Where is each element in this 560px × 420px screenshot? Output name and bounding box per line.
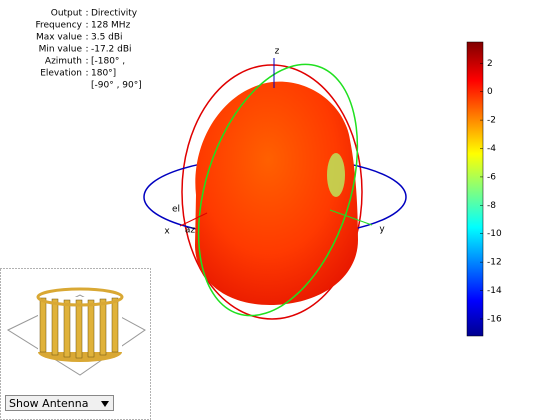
colorbar-ticks: 2 0 -2 -4 -6 -8 -10 -12 -14 -16 [480, 59, 502, 324]
info-separator: : [85, 69, 88, 79]
colorbar-tick-label: -14 [487, 286, 502, 296]
axis-label: y [379, 225, 385, 235]
info-label: Azimuth [45, 57, 82, 67]
colorbar-tick-label: -6 [487, 172, 496, 182]
colorbar [466, 41, 484, 337]
y-axis [329, 209, 373, 226]
info-label: Elevation [40, 69, 82, 79]
axis-label: x [164, 227, 170, 237]
colorbar-tick-label: -12 [487, 258, 502, 268]
elevation-circle-2 [197, 63, 359, 317]
colorbar-tick-label: -10 [487, 229, 502, 239]
pattern-surface [195, 81, 358, 305]
info-separator: : [85, 45, 88, 55]
elevation-circle [181, 64, 363, 320]
info-label: Max value [36, 33, 83, 43]
info-label: Frequency [36, 21, 83, 31]
info-value: [-90° , 90°] [91, 81, 142, 91]
colorbar-tick-label: -2 [487, 116, 496, 126]
pattern-dip [327, 153, 345, 197]
info-value: -17.2 dBi [91, 45, 132, 55]
colorbar-tick-label: -4 [487, 144, 496, 154]
colorbar-tick-label: -16 [487, 314, 502, 324]
antenna-ring [36, 287, 124, 307]
info-value: [-180° , [91, 57, 125, 67]
pattern-3d: z y x el az [143, 47, 407, 320]
info-separator: : [85, 57, 88, 67]
axis-label: el [172, 205, 180, 215]
antenna-preview [0, 268, 151, 420]
info-value: 128 MHz [91, 21, 131, 31]
info-value: 180°] [91, 69, 116, 79]
antenna-dropdown[interactable]: Show Antenna [5, 395, 114, 411]
info-value: 3.5 dBi [91, 33, 123, 43]
az-axis [179, 212, 208, 227]
axis-label: z [275, 47, 280, 57]
info-value: Directivity [91, 9, 138, 19]
info-separator: : [85, 21, 88, 31]
info-label: Output [51, 9, 83, 19]
info-label: Min value [39, 45, 83, 55]
colorbar-tick-label: 2 [487, 59, 493, 69]
axis-label: az [185, 226, 196, 236]
colorbar-tick-label: 0 [487, 87, 493, 97]
info-separator: : [85, 33, 88, 43]
colorbar-tick-label: -8 [487, 201, 496, 211]
info-separator: : [85, 9, 88, 19]
